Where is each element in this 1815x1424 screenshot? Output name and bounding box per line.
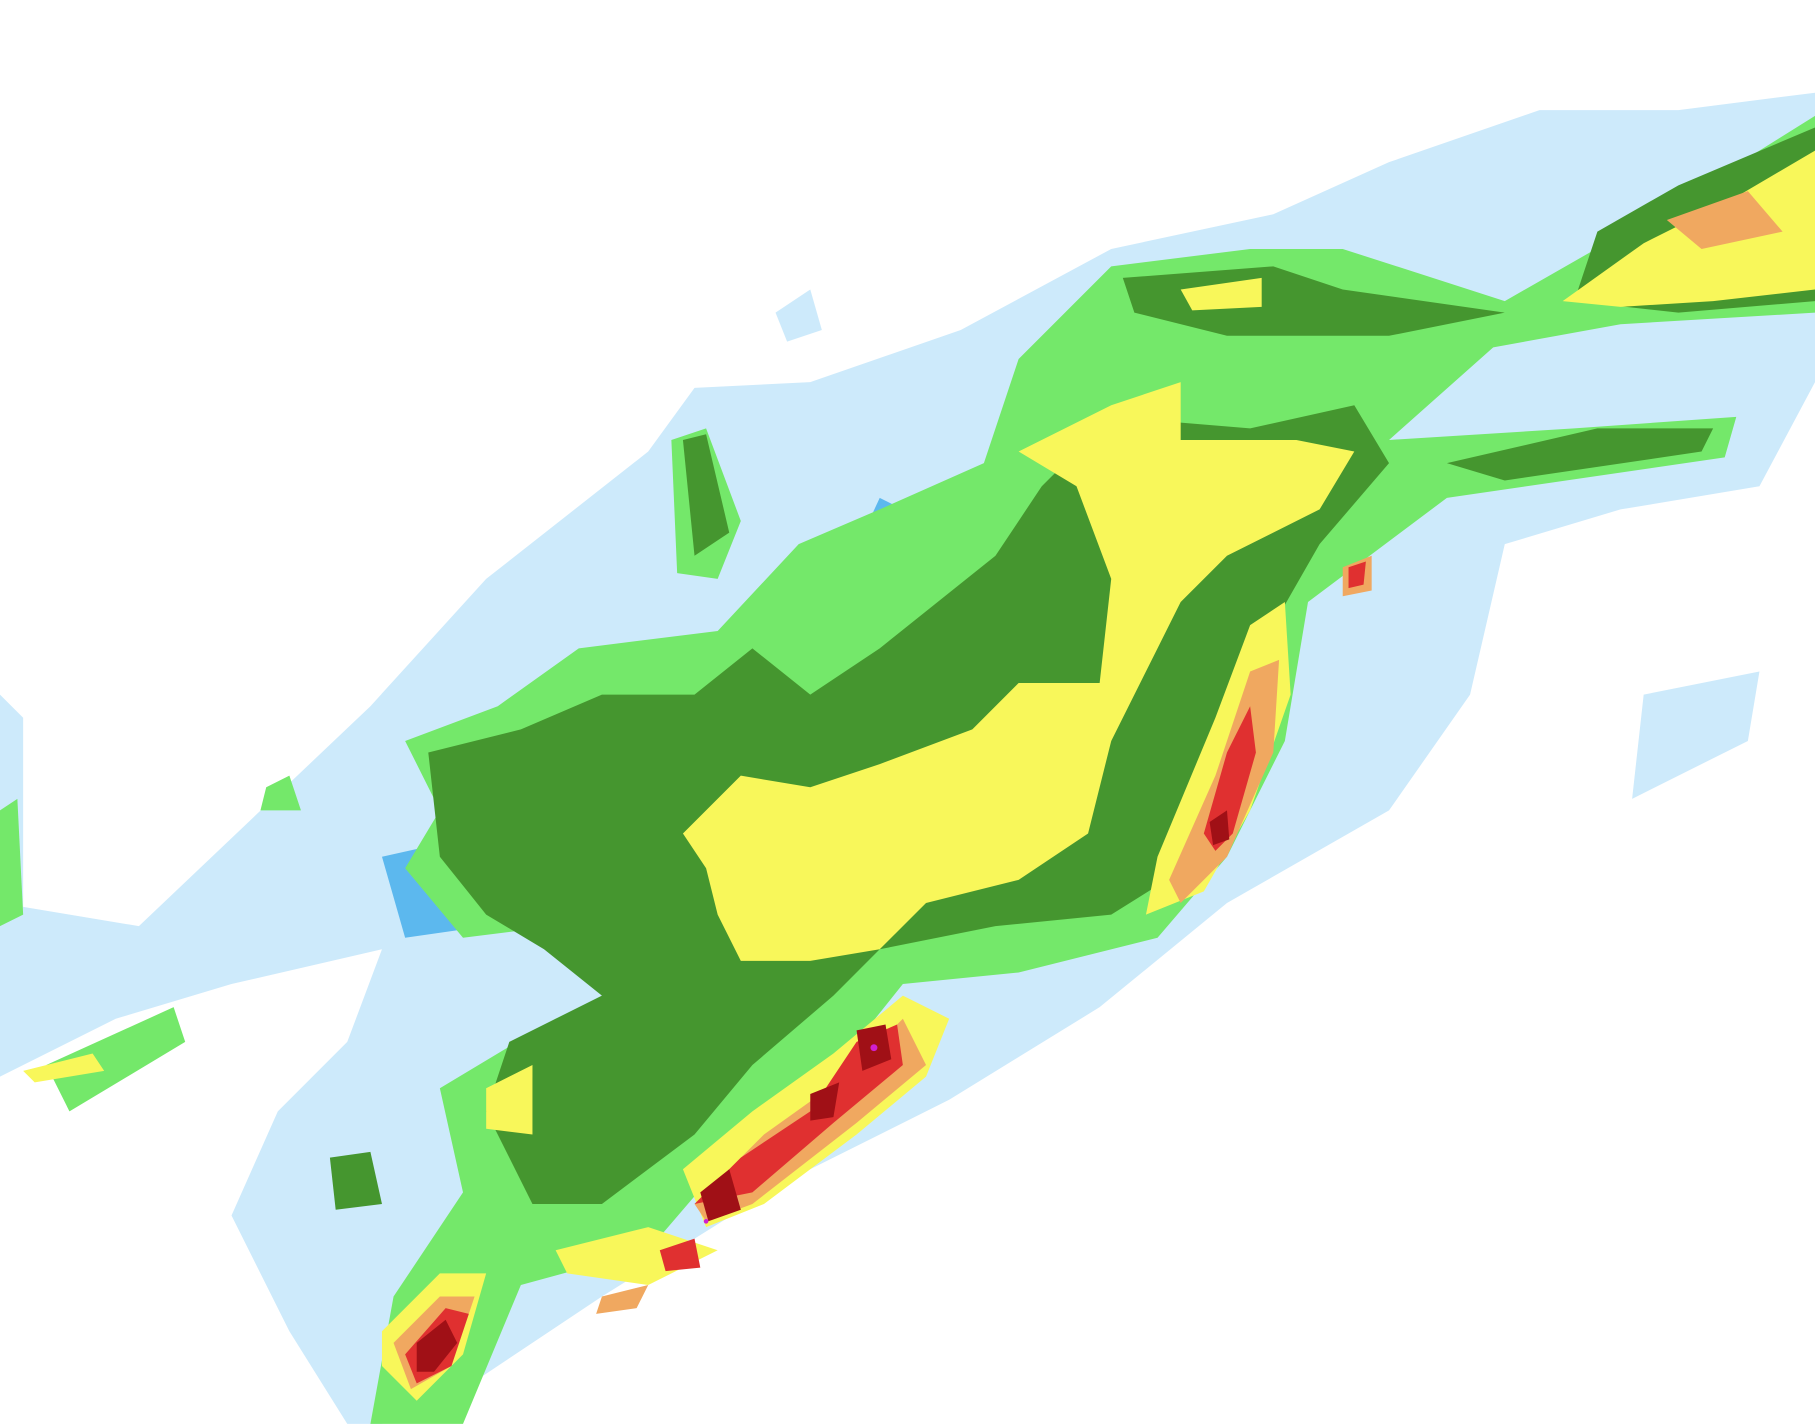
precip-magenta [703, 1044, 878, 1224]
